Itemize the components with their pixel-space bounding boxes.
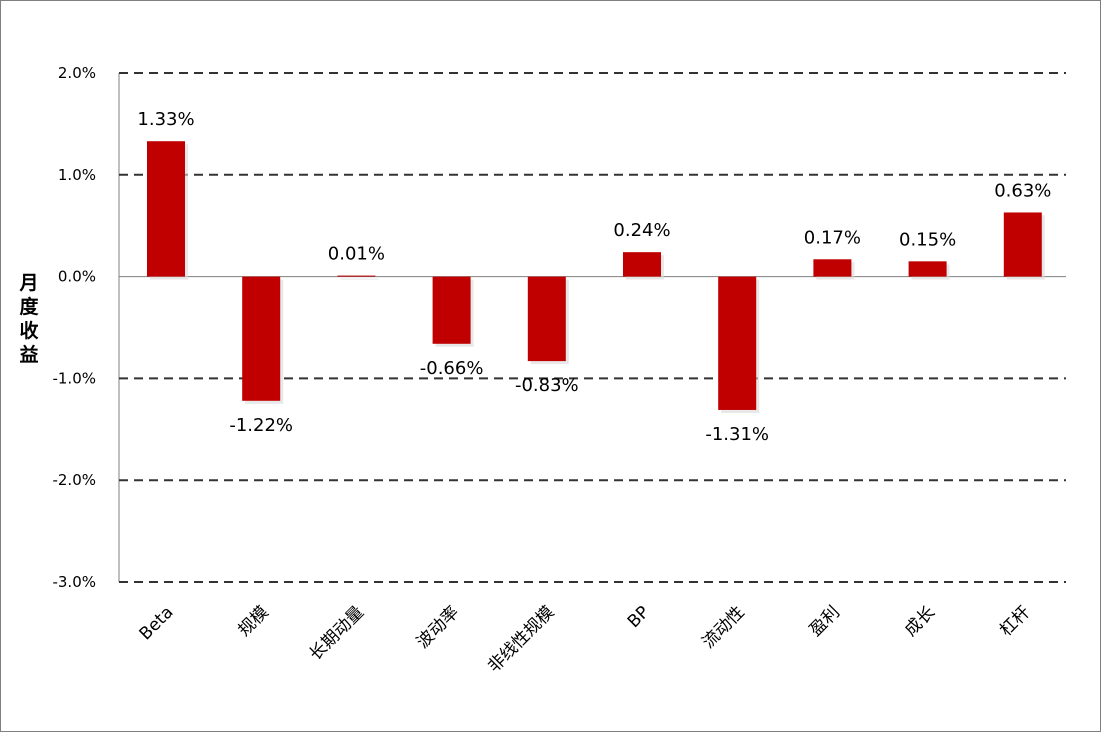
bar <box>432 276 471 344</box>
x-axis-categories: Beta 规模 长期动量 波动率 非线性规模 BP 流动性 盈利 成长 杠杆 <box>136 602 1035 676</box>
y-axis-ticks: 2.0% 1.0% 0.0% -1.0% -2.0% -3.0% <box>52 64 96 591</box>
x-tick-label: 盈利 <box>806 602 844 640</box>
y-axis-title-char: 月 <box>18 272 38 294</box>
bar <box>337 275 376 277</box>
y-tick-label: 0.0% <box>58 268 96 286</box>
x-tick-label: 流动性 <box>699 602 749 652</box>
x-tick-label: 波动率 <box>413 602 463 652</box>
bar <box>1003 212 1042 277</box>
bars <box>147 141 1045 413</box>
y-tick-label: 2.0% <box>58 64 96 82</box>
data-label: 0.01% <box>328 244 385 265</box>
x-tick-label: Beta <box>136 602 178 644</box>
y-axis-title-char: 益 <box>19 343 38 366</box>
y-tick-label: 1.0% <box>58 166 96 184</box>
y-axis-title-char: 度 <box>19 295 39 318</box>
y-tick-label: -2.0% <box>52 471 96 489</box>
data-label: -0.83% <box>515 375 579 396</box>
x-tick-label: 杠杆 <box>996 602 1034 640</box>
bar <box>242 276 281 401</box>
x-tick-label: 规模 <box>235 602 273 640</box>
y-axis-title-char: 收 <box>19 319 38 342</box>
x-tick-label: 成长 <box>901 602 939 640</box>
bar-shadow <box>340 278 379 280</box>
bar <box>908 261 947 277</box>
data-label: 0.63% <box>994 180 1051 201</box>
y-tick-label: -1.0% <box>52 369 96 387</box>
x-tick-label: 长期动量 <box>306 602 368 664</box>
data-label: 0.24% <box>613 220 670 241</box>
y-tick-label: -3.0% <box>52 573 96 591</box>
data-label: -0.66% <box>420 358 484 379</box>
data-label: 0.17% <box>804 227 861 248</box>
data-label: -1.31% <box>705 424 769 445</box>
data-labels: 1.33% -1.22% 0.01% -0.66% -0.83% 0.24% -1.31% 0… <box>137 109 1051 445</box>
data-label: -1.22% <box>229 415 293 436</box>
x-tick-label: BP <box>624 602 654 632</box>
bar <box>527 276 566 362</box>
bar <box>718 276 757 410</box>
data-label: 1.33% <box>137 109 194 130</box>
data-label: 0.15% <box>899 229 956 250</box>
bar <box>147 141 185 277</box>
x-tick-label: 非线性规模 <box>484 602 558 676</box>
bar <box>623 252 661 277</box>
bar <box>813 259 852 277</box>
